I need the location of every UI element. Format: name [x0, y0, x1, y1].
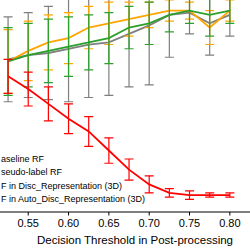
- x-tick: [189, 212, 190, 216]
- series-line: [8, 11, 230, 62]
- x-axis-line: [0, 212, 250, 213]
- x-tick: [108, 212, 109, 216]
- legend-label: aseline RF: [1, 154, 45, 164]
- error-bar: [44, 19, 53, 83]
- series-3: [4, 59, 235, 199]
- error-bar: [165, 0, 174, 57]
- error-bar: [125, 6, 134, 48]
- error-bar: [205, 193, 214, 197]
- error-bar: [4, 17, 13, 102]
- error-bar: [125, 0, 134, 87]
- series-line: [8, 11, 230, 62]
- x-tick-label: 0.60: [58, 217, 79, 229]
- error-bar: [225, 193, 234, 197]
- error-bar: [104, 0, 113, 95]
- error-bar: [84, 117, 93, 147]
- error-bar: [145, 176, 154, 193]
- x-tick-label: 0.80: [219, 217, 240, 229]
- x-tick: [28, 212, 29, 216]
- x-tick-label: 0.75: [179, 217, 200, 229]
- error-bar: [4, 28, 13, 96]
- x-tick-label: 0.65: [98, 217, 119, 229]
- series-1: [4, 0, 235, 93]
- error-bar: [185, 0, 194, 23]
- error-bar: [125, 159, 134, 180]
- error-bar: [205, 0, 214, 55]
- x-tick: [149, 212, 150, 216]
- legend-label: F in Disc_Representation (3D): [1, 181, 122, 191]
- error-bar: [185, 0, 194, 34]
- error-bar: [84, 15, 93, 70]
- error-bar: [64, 0, 73, 102]
- error-bar: [104, 138, 113, 163]
- error-bar: [44, 6, 53, 99]
- series-2: [4, 0, 235, 95]
- x-tick: [229, 212, 230, 216]
- x-axis-label: Decision Threshold in Post-processing: [37, 234, 233, 246]
- error-bar: [64, 104, 73, 134]
- error-bar: [104, 13, 113, 64]
- chart: 0.55 0.60 0.65 0.70 0.75 0.80 Decision Thresho…: [0, 0, 250, 250]
- error-bar: [64, 17, 73, 76]
- series-line: [8, 76, 230, 195]
- x-tick-label: 0.55: [18, 217, 39, 229]
- error-bar: [185, 191, 194, 199]
- error-bar: [24, 72, 33, 106]
- error-bar: [225, 0, 234, 23]
- error-bar: [165, 189, 174, 197]
- error-bar: [165, 0, 174, 32]
- error-bar: [44, 87, 53, 121]
- error-bar: [145, 2, 154, 44]
- error-bar: [145, 0, 154, 85]
- legend-label: seudo-label RF: [1, 167, 63, 177]
- error-bar: [84, 0, 93, 98]
- series-0: [4, 0, 235, 102]
- legend: aseline RF seudo-label RF F in Disc_Repres…: [1, 154, 145, 205]
- error-bar: [225, 0, 234, 36]
- x-tick-label: 0.70: [138, 217, 159, 229]
- legend-label: F in Auto_Disc_Representation (3D): [1, 194, 145, 204]
- x-tick: [68, 212, 69, 216]
- error-bar: [205, 0, 214, 36]
- error-bar: [4, 59, 13, 93]
